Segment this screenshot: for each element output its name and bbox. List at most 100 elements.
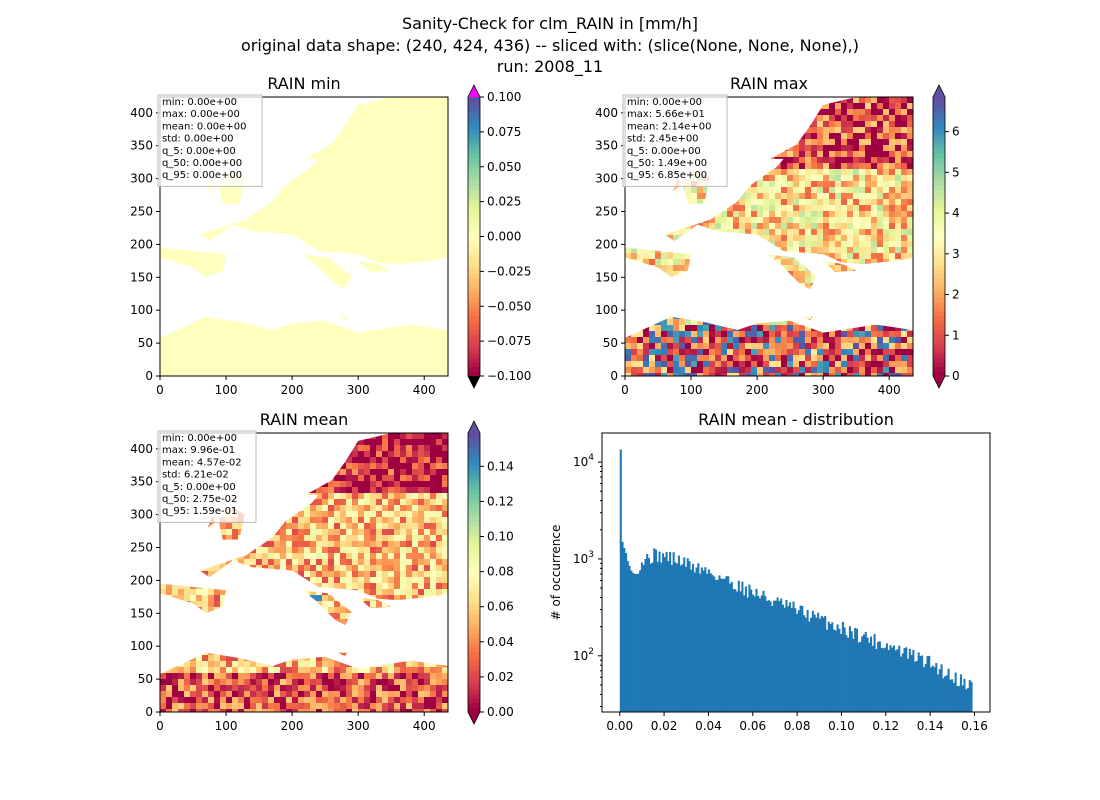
histogram-bar (709, 573, 712, 712)
histogram-bar (670, 564, 673, 712)
y-tick-label: 100 (130, 639, 153, 653)
histogram-bar (633, 573, 636, 712)
histogram-bar (706, 573, 709, 712)
x-tick-label: 0.04 (695, 719, 722, 733)
map-axes-frame (624, 96, 914, 377)
stats-line: q_5: 0.00e+00 (162, 146, 236, 157)
x-tick-label: 200 (746, 383, 769, 397)
histogram-bar (695, 567, 698, 712)
x-tick-label: 400 (413, 719, 436, 733)
histogram-axes-frame (601, 432, 991, 713)
histogram-bar (808, 621, 811, 712)
histogram-bar (889, 645, 892, 712)
histogram-bar (877, 641, 880, 712)
histogram-bar (919, 656, 922, 712)
stats-line: std: 2.45e+00 (627, 134, 699, 145)
histogram-bar (651, 562, 654, 712)
histogram-bar (788, 602, 792, 712)
stats-box-frame (157, 94, 263, 187)
histogram-bar (811, 610, 814, 712)
histogram-bar (692, 563, 695, 712)
histogram-bar (721, 578, 725, 712)
x-tick-label: 0 (156, 719, 164, 733)
histogram-bar (676, 563, 679, 712)
histogram-bar (822, 617, 825, 712)
colorbar-tick-label: −0.100 (487, 369, 531, 383)
y-tick-label: 0 (145, 369, 153, 383)
stats-line: std: 6.21e-02 (162, 470, 229, 481)
histogram-bar (818, 618, 821, 712)
histogram-bar (938, 669, 941, 712)
histogram-bar (702, 570, 705, 712)
histogram-bar (873, 633, 876, 712)
histogram-bar (935, 663, 938, 712)
colorbar-tick-label: 0.075 (487, 125, 521, 139)
histogram-bar (684, 566, 688, 712)
histogram-bar (644, 558, 647, 712)
histogram-bar (711, 574, 714, 712)
histogram-bar (658, 551, 661, 712)
histogram-bar (677, 555, 680, 712)
x-tick-label: 0.12 (872, 719, 899, 733)
histogram-bar (766, 600, 769, 712)
histogram-bar (901, 653, 904, 712)
colorbar-tick-label: 0 (952, 369, 960, 383)
histogram-bar (751, 594, 754, 712)
x-tick-label: 0.02 (651, 719, 678, 733)
histogram-bar (801, 605, 804, 712)
histogram-bar (626, 561, 629, 712)
histogram-bar (848, 626, 851, 712)
histogram-bar (878, 641, 881, 712)
histogram-bar (899, 656, 903, 712)
histogram-bar (744, 586, 747, 712)
stats-line: min: 0.00e+00 (162, 433, 237, 444)
histogram-bar (859, 641, 862, 712)
histogram-bar (947, 668, 950, 712)
histogram-bar (952, 682, 955, 712)
histogram-bar (937, 674, 940, 712)
histogram-bar (929, 667, 933, 712)
x-tick-label: 0 (621, 383, 629, 397)
histogram-bar (746, 597, 749, 712)
histogram-bar (790, 607, 793, 712)
histogram-bar (683, 557, 686, 712)
stats-line: q_5: 0.00e+00 (162, 482, 236, 493)
histogram-bar (861, 636, 864, 712)
histogram-bar (880, 647, 883, 712)
histogram-bar (781, 604, 784, 712)
y-tick-label: 0 (145, 705, 153, 719)
x-tick-label: 400 (878, 383, 901, 397)
histogram-bar (628, 565, 631, 712)
x-tick-label: 0.10 (828, 719, 855, 733)
y-tick-label: 300 (130, 508, 153, 522)
histogram-bar (966, 688, 970, 712)
x-tick-label: 300 (812, 383, 835, 397)
histogram-bar (965, 689, 968, 712)
y-tick-label: 100 (130, 303, 153, 317)
histogram-bar (686, 558, 689, 712)
histogram-bar (914, 661, 917, 712)
histogram-bar (630, 570, 633, 712)
histogram-bar (654, 549, 658, 712)
histogram-bar (915, 660, 918, 712)
histogram-bar (773, 600, 776, 712)
histogram-bar (903, 648, 906, 712)
histogram-bar (944, 676, 947, 712)
colorbar-extend-over (933, 85, 945, 97)
histogram-bar (829, 624, 832, 712)
y-tick-label: 350 (130, 475, 153, 489)
y-tick-label: 250 (130, 204, 153, 218)
histogram-bar (831, 622, 834, 712)
histogram-bar (713, 576, 716, 712)
histogram-bar (797, 610, 800, 712)
histogram-bar (824, 615, 827, 712)
stats-line: min: 0.00e+00 (162, 97, 237, 108)
histogram-bar (850, 631, 853, 712)
histogram-bar (827, 621, 830, 712)
stats-line: q_95: 6.85e+00 (627, 170, 707, 181)
histogram-bar (625, 553, 628, 712)
histogram-bar (933, 667, 936, 712)
histogram-bar (750, 589, 753, 712)
histogram-bar (640, 562, 643, 712)
